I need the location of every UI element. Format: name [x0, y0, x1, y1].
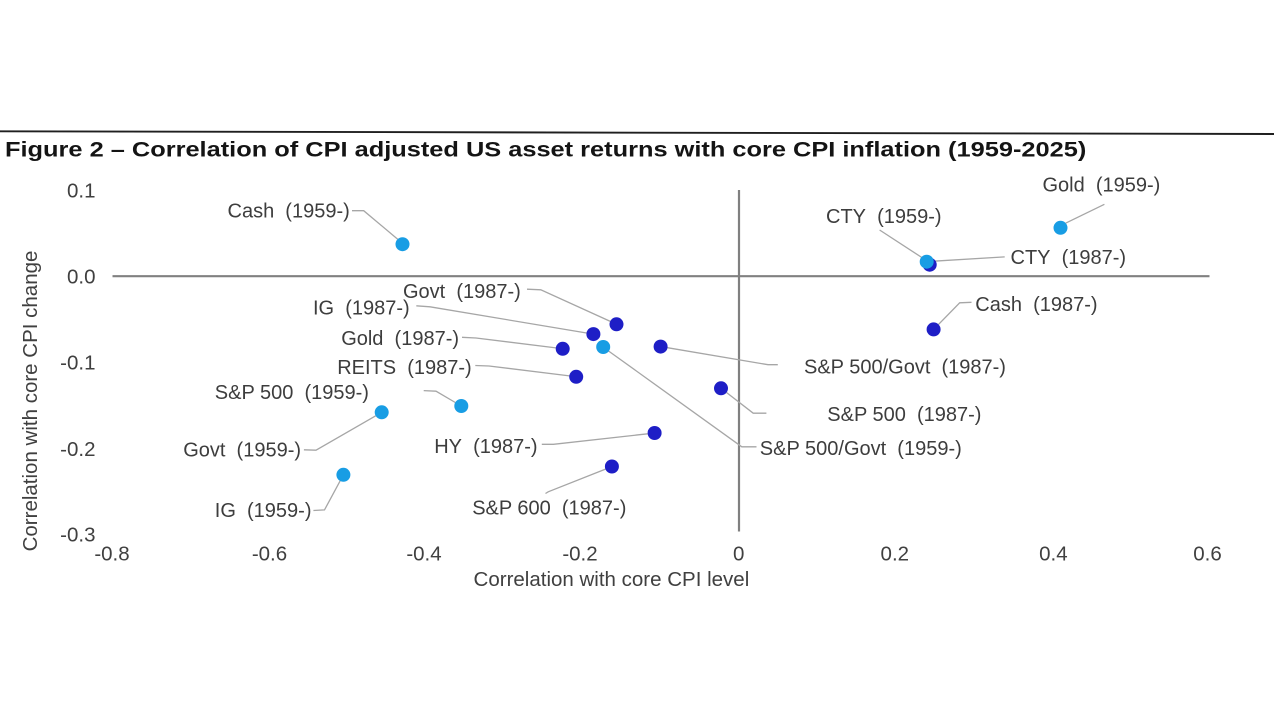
- svg-text:S&P 500/Govt (1959-): S&P 500/Govt (1959-): [760, 438, 962, 460]
- svg-text:0.1: 0.1: [67, 179, 96, 202]
- svg-text:0.6: 0.6: [1193, 543, 1222, 566]
- svg-text:0.2: 0.2: [881, 543, 910, 566]
- svg-text:0.4: 0.4: [1039, 543, 1068, 566]
- svg-text:S&P 500 (1959-): S&P 500 (1959-): [215, 382, 369, 404]
- svg-text:CTY (1987-): CTY (1987-): [1011, 247, 1127, 269]
- svg-text:-0.2: -0.2: [60, 438, 95, 461]
- svg-text:CTY (1959-): CTY (1959-): [826, 206, 942, 228]
- svg-text:Govt (1959-): Govt (1959-): [183, 440, 301, 462]
- svg-text:REITS (1987-): REITS (1987-): [337, 357, 471, 379]
- svg-text:-0.4: -0.4: [406, 543, 441, 566]
- svg-text:IG (1959-): IG (1959-): [215, 500, 312, 522]
- svg-text:-0.8: -0.8: [94, 543, 129, 566]
- svg-text:Gold (1959-): Gold (1959-): [1043, 175, 1161, 197]
- svg-text:Correlation with core CPI leve: Correlation with core CPI level: [474, 568, 750, 591]
- svg-text:Govt (1987-): Govt (1987-): [403, 281, 521, 303]
- svg-text:Cash (1987-): Cash (1987-): [975, 294, 1097, 316]
- svg-text:Cash (1959-): Cash (1959-): [228, 201, 350, 223]
- svg-text:S&P 500 (1987-): S&P 500 (1987-): [827, 404, 981, 426]
- svg-text:0.0: 0.0: [67, 265, 96, 288]
- svg-text:S&P 500/Govt (1987-): S&P 500/Govt (1987-): [804, 356, 1006, 378]
- svg-text:-0.1: -0.1: [60, 351, 95, 374]
- svg-text:-0.6: -0.6: [252, 543, 287, 566]
- svg-text:Correlation with core CPI chan: Correlation with core CPI change: [19, 251, 42, 552]
- svg-text:Figure 2 – Correlation of CPI: Figure 2 – Correlation of CPI adjusted U…: [5, 137, 1086, 161]
- svg-text:IG (1987-): IG (1987-): [313, 298, 410, 320]
- svg-text:S&P 600 (1987-): S&P 600 (1987-): [472, 498, 626, 520]
- svg-text:HY (1987-): HY (1987-): [434, 436, 537, 458]
- svg-text:-0.2: -0.2: [562, 543, 597, 566]
- svg-text:Gold (1987-): Gold (1987-): [341, 328, 459, 350]
- svg-text:0: 0: [733, 543, 744, 566]
- svg-text:-0.3: -0.3: [60, 523, 95, 546]
